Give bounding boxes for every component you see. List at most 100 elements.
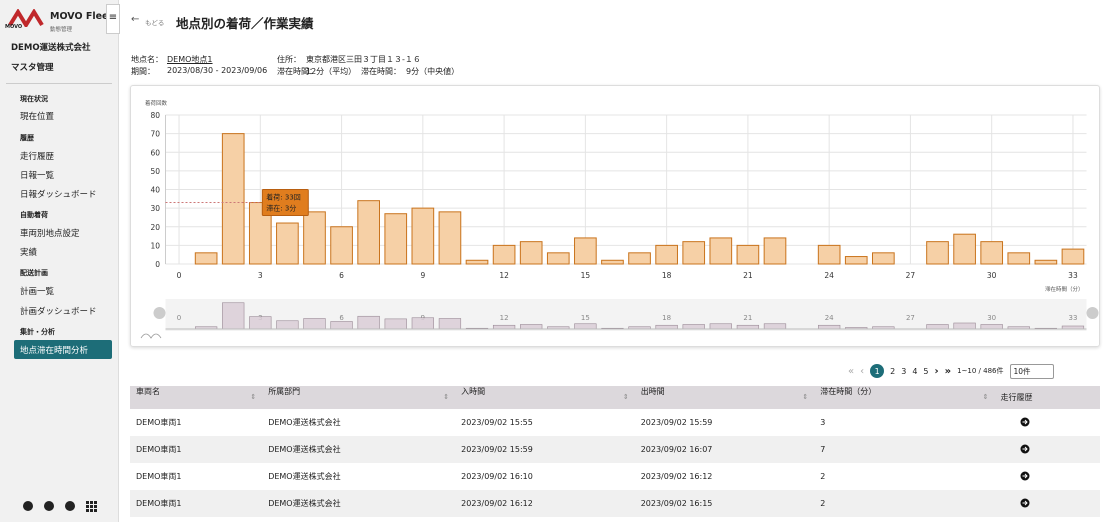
nav-item[interactable]: 日報一覧 xyxy=(20,171,55,181)
master-menu[interactable]: マスタ管理 xyxy=(11,63,54,73)
sort-icon[interactable]: ⇕ xyxy=(982,393,989,401)
bar xyxy=(276,222,299,265)
nav-item[interactable]: 現在位置 xyxy=(20,112,55,122)
history-arrow xyxy=(1022,500,1029,505)
bar xyxy=(546,252,570,265)
column-header[interactable]: 出時間 ⇕ xyxy=(634,386,815,409)
navigator-bar xyxy=(357,315,380,330)
page-link[interactable]: 5 xyxy=(923,366,929,376)
page-next[interactable]: › xyxy=(934,365,939,377)
navigator-bar xyxy=(980,324,1003,330)
bar xyxy=(330,226,353,265)
nav-item[interactable]: 実績 xyxy=(20,248,38,258)
y-tick-label: 70 xyxy=(150,130,160,139)
nav-item[interactable]: 走行履歴 xyxy=(20,152,55,162)
column-header[interactable]: 入時間 ⇕ xyxy=(455,386,635,409)
page-link[interactable]: 2 xyxy=(890,366,896,376)
back-arrow[interactable]: ← xyxy=(131,14,140,25)
page-current[interactable]: 1 xyxy=(870,364,885,378)
navigator-bar xyxy=(682,324,705,330)
bar xyxy=(519,241,543,265)
bar xyxy=(1061,248,1085,265)
x-tick-label: 21 xyxy=(743,271,753,280)
info-label: 期間： xyxy=(131,67,155,76)
table-cell: 2023/09/02 16:10 xyxy=(461,472,533,481)
x-tick-label: 6 xyxy=(339,271,344,280)
nav-item[interactable]: 日報ダッシュボード xyxy=(20,190,97,200)
table-cell xyxy=(994,490,1100,517)
nav-item[interactable]: 車両別地点設定 xyxy=(20,229,80,239)
address: 東京都港区三田３丁目１３-１６ xyxy=(306,55,421,64)
bar xyxy=(682,241,706,265)
table-cell: 2023/09/02 16:07 xyxy=(634,436,815,463)
footer-icons xyxy=(23,501,97,512)
navigator-bar xyxy=(249,316,272,330)
navigator-tick-label: 33 xyxy=(1068,314,1077,322)
bar xyxy=(980,241,1004,265)
pagination: « ‹ 1 2 3 4 5 › » 1~10 / 486件 10件 xyxy=(848,363,1054,379)
table-row: DEMO車両1 DEMO運送株式会社 2023/09/02 15:59 2023/09… xyxy=(130,436,1100,463)
y-tick-label: 50 xyxy=(150,167,160,176)
sort-icon[interactable]: ⇕ xyxy=(802,393,809,401)
y-tick-label: 60 xyxy=(150,148,160,157)
history-link[interactable] xyxy=(1020,444,1030,454)
table-cell: 2023/09/02 16:12 xyxy=(640,472,713,481)
navigator-bar xyxy=(384,318,407,330)
bar xyxy=(1007,252,1031,265)
navigator-bar xyxy=(736,324,760,330)
help-icon[interactable] xyxy=(44,501,54,511)
logo-text: MOVO xyxy=(5,24,23,30)
navigator-bar xyxy=(763,323,787,330)
user-icon[interactable] xyxy=(65,501,75,511)
y-tick-label: 80 xyxy=(150,111,160,120)
x-tick-label: 12 xyxy=(499,271,509,280)
y-axis-label: 着荷回数 xyxy=(145,99,168,107)
menu-toggle[interactable]: ≡ xyxy=(106,4,120,34)
page-first[interactable]: « xyxy=(848,365,855,377)
section-title: 履歴 xyxy=(20,134,34,142)
bar xyxy=(601,259,624,265)
page-link[interactable]: 4 xyxy=(912,366,918,376)
info-label: 滞在時間： xyxy=(361,67,401,76)
nav-item[interactable]: 計画一覧 xyxy=(20,287,55,297)
navigator-tick-label: 0 xyxy=(177,314,181,322)
bar xyxy=(465,259,489,265)
per-page-select[interactable]: 10件 xyxy=(1009,363,1054,379)
navigator-bar xyxy=(953,322,976,330)
column-header[interactable]: 走行履歴 xyxy=(994,386,1100,409)
info-label: 地点名： xyxy=(131,55,163,64)
page-prev[interactable]: ‹ xyxy=(860,365,865,377)
place-link[interactable]: DEMO地点1 xyxy=(167,55,213,64)
x-tick-label: 27 xyxy=(906,271,916,280)
company[interactable]: DEMO運送株式会社 xyxy=(11,43,91,53)
column-header[interactable]: 滞在時間（分） ⇕ xyxy=(814,386,995,409)
bar xyxy=(844,256,868,265)
nav-item-active[interactable]: 地点滞在時間分析 xyxy=(20,346,89,356)
navigator-handle[interactable] xyxy=(153,307,166,319)
apps-icon[interactable] xyxy=(86,501,97,512)
back-link[interactable]: もどる xyxy=(145,19,165,27)
table-cell: 2 xyxy=(820,472,826,481)
sort-icon[interactable]: ⇕ xyxy=(622,393,629,401)
history-link[interactable] xyxy=(1020,471,1030,481)
column-header[interactable]: 車両名 ⇕ xyxy=(130,386,263,409)
column-header[interactable]: 所属部門 ⇕ xyxy=(262,386,456,409)
column-title: 所属部門 xyxy=(268,387,301,396)
sort-icon[interactable]: ⇕ xyxy=(443,393,450,401)
column-title: 走行履歴 xyxy=(1000,393,1033,402)
navigator-handle[interactable] xyxy=(1086,307,1099,319)
navigator-bar xyxy=(303,318,326,330)
section-title: 集計・分析 xyxy=(20,328,55,336)
history-arrow xyxy=(1022,446,1029,451)
history-link[interactable] xyxy=(1020,498,1030,508)
page-last[interactable]: » xyxy=(944,365,952,377)
table-cell: 2023/09/02 16:12 xyxy=(455,490,635,517)
nav-item[interactable]: 計画ダッシュボード xyxy=(20,307,97,317)
bar xyxy=(221,133,245,265)
sort-icon[interactable]: ⇕ xyxy=(250,393,257,401)
divider xyxy=(6,83,112,84)
history-link[interactable] xyxy=(1020,417,1030,427)
page-link[interactable]: 3 xyxy=(901,366,907,376)
info-icon[interactable] xyxy=(23,501,33,511)
